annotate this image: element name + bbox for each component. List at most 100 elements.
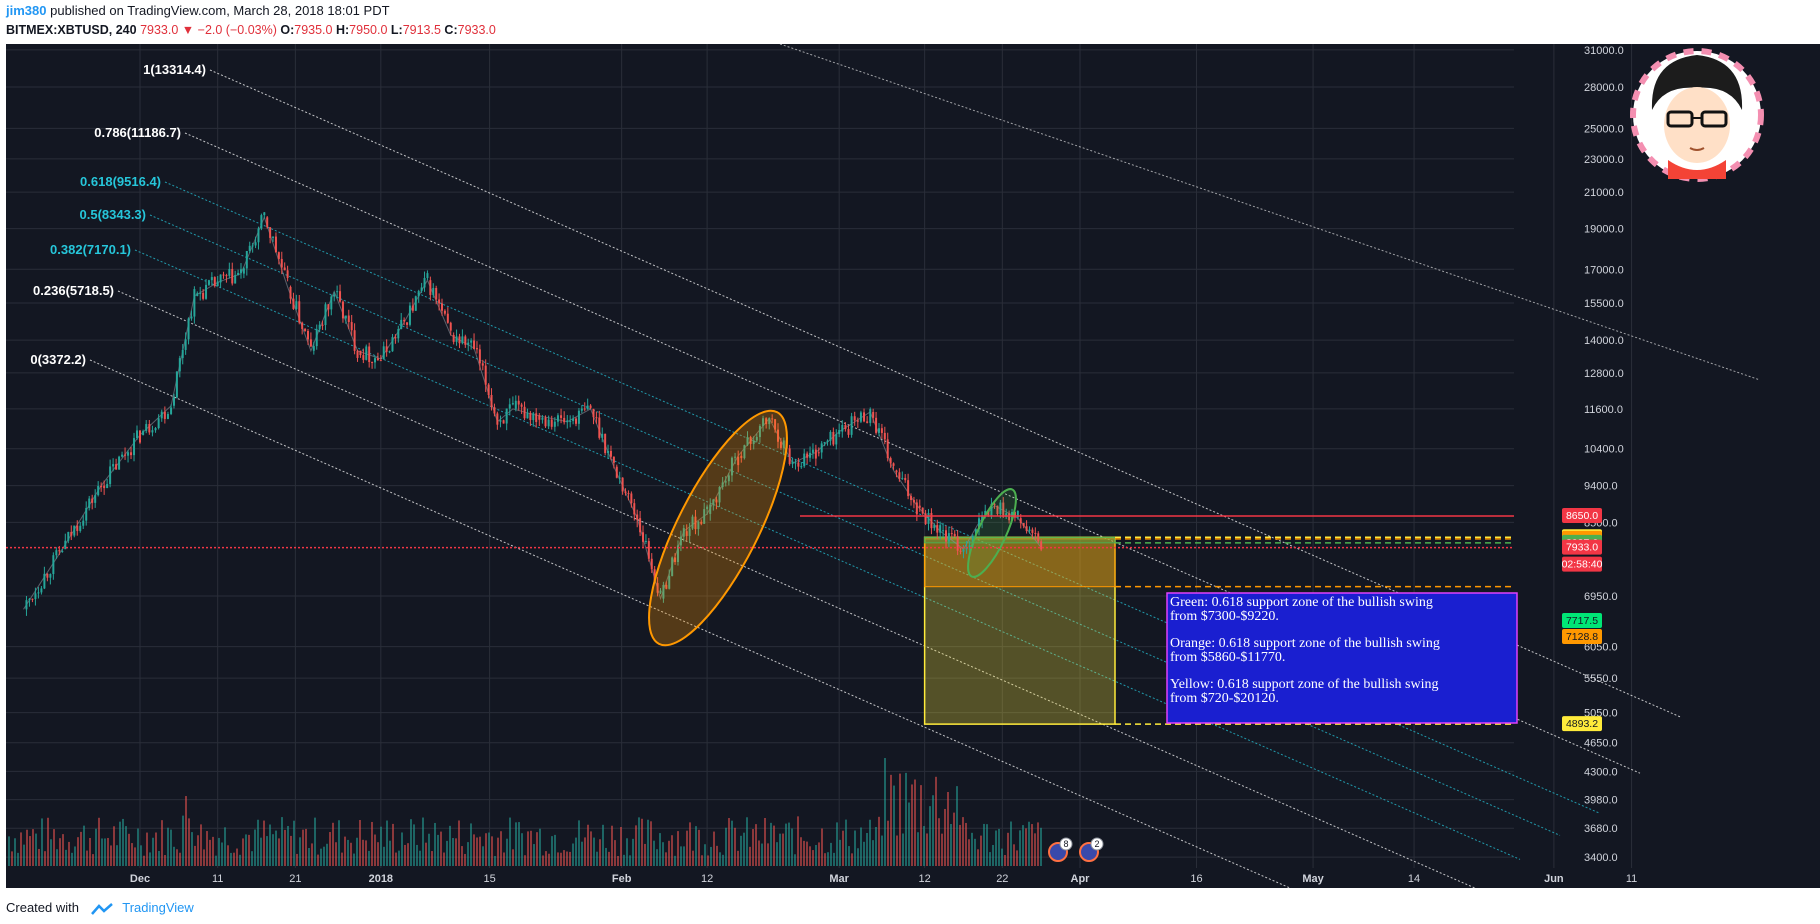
x-tick-label: 11	[212, 873, 223, 885]
volume-bar	[800, 837, 802, 866]
candle-body	[615, 466, 618, 478]
candle-body	[157, 418, 160, 429]
volume-bar	[143, 855, 145, 866]
volume-bar	[524, 855, 526, 866]
candle-body	[170, 407, 173, 414]
candle-body	[121, 454, 124, 457]
y-tick-label: 21000.0	[1584, 187, 1624, 199]
volume-bar	[305, 828, 307, 866]
volume-bar	[842, 830, 844, 866]
badge-count: 8	[1063, 839, 1068, 849]
volume-bar	[245, 834, 247, 866]
candle-body	[936, 524, 939, 533]
candle-body	[356, 350, 359, 358]
candle-body	[295, 301, 298, 309]
volume-bar	[854, 830, 856, 866]
volume-bar	[602, 824, 604, 866]
candle-body	[470, 340, 473, 343]
y-tick-label: 3980.0	[1584, 795, 1618, 807]
volume-bar	[452, 838, 454, 866]
volume-bar	[458, 820, 460, 866]
volume-bar	[644, 843, 646, 866]
candle-body	[907, 480, 910, 497]
volume-bar	[290, 835, 292, 866]
candle-body	[254, 242, 257, 246]
volume-bar	[251, 851, 253, 866]
candle-body	[650, 558, 653, 570]
volume-bar	[833, 852, 835, 866]
candle-body	[25, 600, 28, 610]
volume-bar	[521, 833, 523, 866]
candle-body	[572, 418, 575, 421]
volume-bar	[479, 836, 481, 866]
volume-bar	[8, 836, 10, 866]
candle-body	[671, 557, 674, 576]
volume-bar	[335, 842, 337, 866]
volume-bar	[929, 806, 931, 866]
volume-bar	[752, 829, 754, 866]
candle-body	[877, 428, 880, 433]
candle-body	[706, 506, 709, 510]
candle-body	[630, 493, 633, 504]
candle-body	[34, 593, 37, 600]
candle-body	[385, 346, 388, 352]
y-tick-label: 10400.0	[1584, 444, 1624, 456]
candle-body	[408, 305, 411, 325]
x-tick-label: Apr	[1071, 873, 1091, 885]
candle-body	[863, 412, 866, 422]
annotation-box: Green: 0.618 support zone of the bullish…	[1166, 592, 1518, 724]
candle-body	[956, 536, 959, 551]
candle-body	[659, 590, 662, 593]
candle-body	[604, 433, 607, 454]
candle-body	[1034, 532, 1037, 534]
volume-bar	[545, 851, 547, 866]
volume-bar	[65, 849, 67, 866]
volume-bar	[608, 851, 610, 866]
candle-body	[921, 507, 924, 514]
volume-bar	[329, 832, 331, 866]
candle-body	[199, 292, 202, 294]
tradingview-brand-link[interactable]: TradingView	[122, 900, 194, 915]
candle-body	[411, 305, 414, 311]
candle-body	[269, 227, 272, 238]
volume-bar	[821, 828, 823, 866]
candle-body	[999, 502, 1002, 515]
candle-body	[653, 569, 656, 584]
volume-bar	[206, 831, 208, 866]
volume-bar	[839, 839, 841, 866]
candle-body	[333, 294, 336, 297]
candle-body	[823, 442, 826, 444]
candle-body	[487, 384, 490, 396]
volume-bar	[980, 835, 982, 866]
candle-body	[163, 411, 166, 419]
symbol-label: BITMEX:XBTUSD, 240	[6, 23, 137, 37]
candle-body	[577, 410, 580, 424]
volume-bar	[884, 758, 886, 866]
candle-body	[850, 416, 853, 435]
volume-bar	[641, 818, 643, 866]
candle-body	[330, 296, 333, 310]
volume-bar	[203, 849, 205, 866]
candle-body	[990, 503, 993, 516]
volume-bar	[977, 849, 979, 866]
volume-bar	[71, 852, 73, 866]
volume-bar	[161, 820, 163, 866]
candle-body	[374, 358, 376, 363]
fib-line-extension	[779, 43, 1761, 381]
candle-body	[609, 450, 612, 457]
candle-body	[40, 588, 43, 593]
candle-body	[490, 395, 493, 408]
candle-body	[151, 430, 154, 433]
volume-bar	[899, 773, 901, 866]
volume-bar	[191, 832, 193, 866]
author-link[interactable]: jim380	[6, 3, 47, 18]
volume-bar	[164, 855, 166, 866]
candle-body	[644, 541, 647, 543]
candle-body	[880, 428, 883, 433]
candle-body	[478, 349, 481, 364]
candle-body	[505, 408, 508, 424]
volume-bar	[611, 825, 613, 866]
candle-body	[817, 452, 820, 454]
candle-body	[327, 304, 330, 310]
